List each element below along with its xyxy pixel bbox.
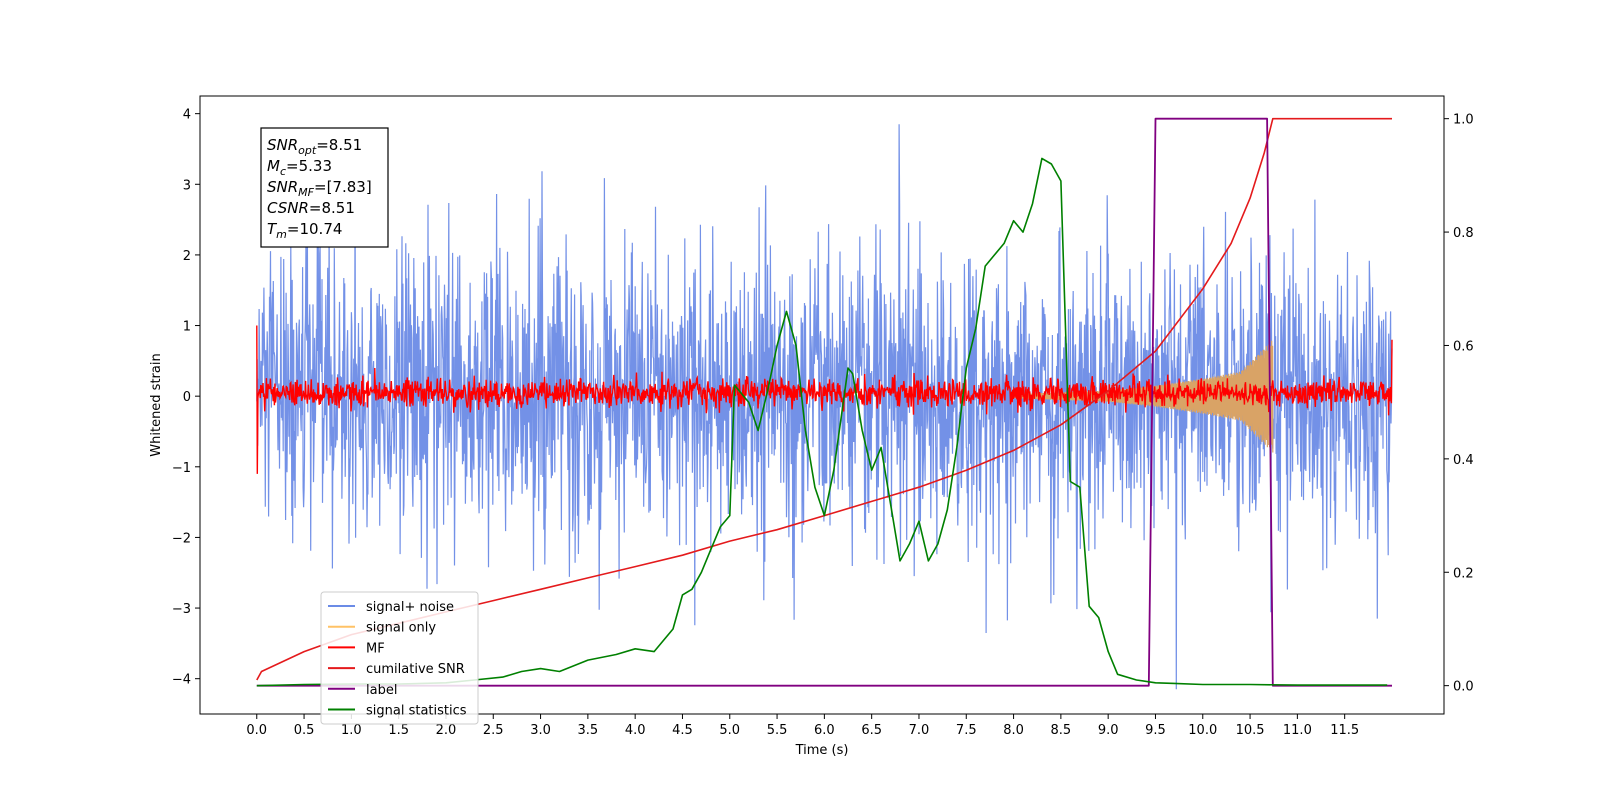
x-tick-label: 4.5	[672, 723, 693, 738]
info-value: =10.74	[287, 220, 343, 238]
y2-tick-label: 0.8	[1453, 226, 1474, 241]
x-tick-label: 6.0	[814, 723, 835, 738]
info-value: =8.51	[316, 136, 362, 154]
x-axis: 0.0 0.5 1.0 1.5 2.0 2.5 3.0 3.5 4.0 4.5 5.0 5.5 6.0 6…	[246, 714, 1359, 738]
x-tick-label: 8.0	[1003, 723, 1024, 738]
info-symbol: CSNR	[267, 199, 309, 217]
x-tick-label: 9.5	[1145, 723, 1166, 738]
x-tick-label: 6.5	[861, 723, 882, 738]
info-subscript: m	[276, 228, 287, 241]
x-tick-label: 9.0	[1098, 723, 1119, 738]
x-tick-label: 2.5	[483, 723, 504, 738]
info-value: =[7.83]	[314, 178, 372, 196]
y-tick-label: −4	[172, 673, 191, 688]
legend-label: signal only	[366, 621, 436, 636]
y2-tick-label: 0.0	[1453, 680, 1474, 695]
info-subscript: c	[280, 165, 286, 178]
x-tick-label: 10.5	[1236, 723, 1265, 738]
info-symbol: T	[267, 220, 278, 238]
info-value: =8.51	[309, 199, 355, 217]
y-tick-label: −1	[172, 461, 191, 476]
legend-label: MF	[366, 641, 385, 656]
y-tick-label: 4	[183, 108, 191, 123]
y-tick-label: 0	[183, 390, 191, 405]
legend: signal+ noise signal only MF cumilative SNR…	[320, 591, 479, 725]
series-mf-line	[256, 325, 1393, 474]
y-tick-label: 3	[183, 178, 191, 193]
x-tick-label: 11.5	[1330, 723, 1359, 738]
info-line: Tm=10.74	[267, 220, 342, 241]
series-signal-noise-line	[256, 124, 1393, 690]
info-line: SNRMF=[7.83]	[267, 178, 372, 199]
x-tick-label: 0.0	[246, 723, 267, 738]
x-tick-label: 1.0	[341, 723, 362, 738]
x-tick-label: 7.5	[956, 723, 977, 738]
x-tick-label: 2.0	[436, 723, 457, 738]
x-tick-label: 11.0	[1283, 723, 1312, 738]
x-tick-label: 7.0	[909, 723, 930, 738]
info-symbol: M	[267, 157, 280, 175]
x-tick-label: 3.0	[530, 723, 551, 738]
info-line: SNRopt=8.51	[267, 136, 362, 157]
legend-label: signal+ noise	[366, 600, 454, 615]
legend-label: cumilative SNR	[366, 662, 465, 677]
legend-label: label	[366, 683, 397, 698]
y2-tick-label: 0.4	[1453, 453, 1474, 468]
info-box: SNRopt=8.51Mc=5.33SNRMF=[7.83]CSNR=8.51T…	[260, 127, 389, 248]
y2-tick-label: 0.6	[1453, 339, 1474, 354]
x-tick-label: 1.5	[388, 723, 409, 738]
info-line: Mc=5.33	[267, 157, 332, 178]
legend-frame	[320, 591, 479, 725]
x-tick-label: 8.5	[1051, 723, 1072, 738]
y-tick-label: 1	[183, 320, 191, 335]
x-tick-label: 10.0	[1188, 723, 1217, 738]
y2-tick-label: 1.0	[1453, 113, 1474, 128]
info-symbol: SNR	[267, 136, 298, 154]
series-signal-statistics-line	[256, 157, 1388, 687]
y-axis-left: −4 −3 −2 −1 0 1 2 3 4	[172, 108, 200, 688]
y-axis-right: 0.0 0.2 0.4 0.6 0.8 1.0	[1444, 113, 1474, 695]
info-symbol: SNR	[267, 178, 298, 196]
x-tick-label: 0.5	[294, 723, 315, 738]
info-subscript: opt	[298, 144, 317, 157]
x-tick-label: 4.0	[625, 723, 646, 738]
y-axis-label: Whitened strain	[149, 353, 164, 456]
info-value: =5.33	[286, 157, 332, 175]
info-subscript: MF	[298, 186, 314, 199]
x-tick-label: 5.5	[767, 723, 788, 738]
info-box-frame	[260, 127, 389, 248]
x-axis-label: Time (s)	[795, 743, 849, 758]
y-tick-label: −2	[172, 531, 191, 546]
legend-label: signal statistics	[366, 704, 467, 719]
info-line: CSNR=8.51	[267, 199, 355, 217]
x-tick-label: 5.0	[719, 723, 740, 738]
y-tick-label: 2	[183, 249, 191, 264]
axes-frame	[199, 95, 1445, 715]
y-tick-label: −3	[172, 602, 191, 617]
y2-tick-label: 0.2	[1453, 566, 1474, 581]
x-tick-label: 3.5	[578, 723, 599, 738]
